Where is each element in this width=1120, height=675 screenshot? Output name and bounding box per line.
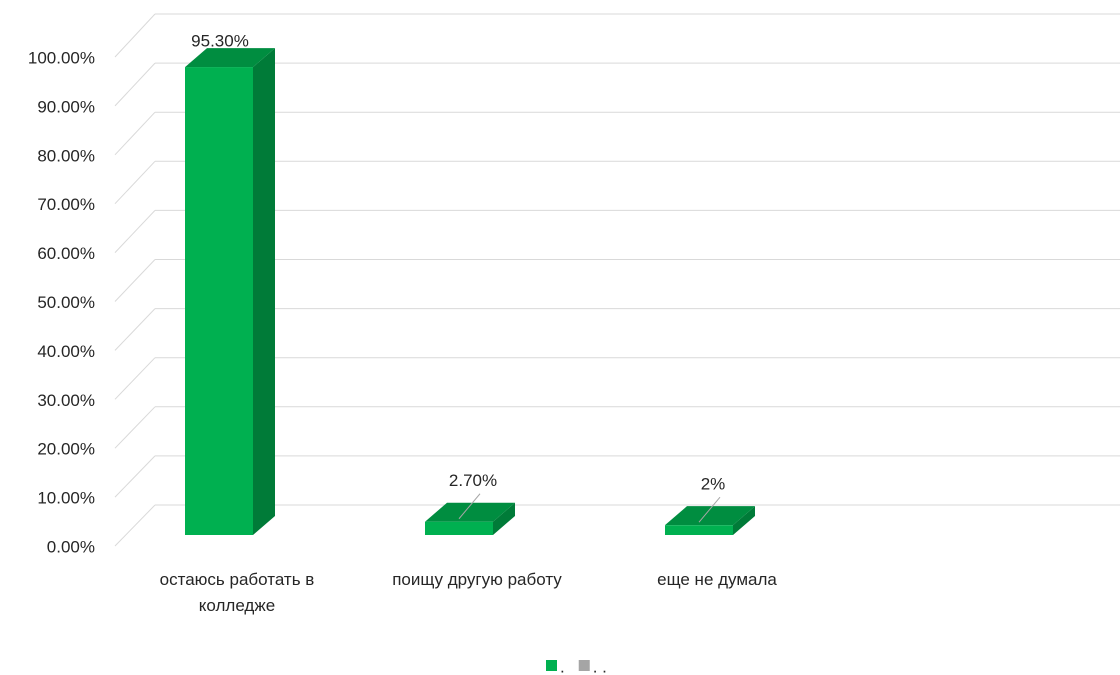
grid-line-side — [114, 504, 156, 547]
value-label: 95.30% — [191, 32, 249, 51]
legend-label: . . — [593, 657, 607, 675]
legend-label: . — [560, 657, 565, 675]
grid-line-side — [114, 455, 156, 498]
grid-line-side — [114, 259, 156, 302]
y-tick-label: 70.00% — [37, 195, 95, 214]
bar-side — [493, 502, 515, 535]
legend-swatch — [546, 660, 557, 671]
x-tick-label: поищу другую работу — [392, 570, 562, 589]
y-tick-label: 40.00% — [37, 342, 95, 361]
grid-line-side — [114, 13, 156, 58]
y-tick-label: 50.00% — [37, 293, 95, 312]
grid-line-side — [114, 406, 156, 449]
y-tick-label: 0.00% — [47, 537, 95, 556]
bar-side — [733, 506, 755, 535]
y-tick-label: 60.00% — [37, 244, 95, 263]
bar — [185, 67, 253, 536]
y-tick-label: 90.00% — [37, 97, 95, 116]
y-tick-label: 20.00% — [37, 440, 95, 459]
leader-line — [698, 496, 721, 523]
x-tick-label: еще не думала — [657, 570, 777, 589]
value-label: 2.70% — [449, 471, 497, 490]
bar-top — [425, 502, 515, 522]
grid-line-side — [114, 62, 156, 107]
leader-line — [458, 493, 481, 520]
x-tick-label: остаюсь работать в колледже — [159, 570, 315, 615]
y-tick-label: 100.00% — [28, 48, 95, 67]
bar-top — [665, 506, 755, 526]
grid-line-side — [114, 357, 156, 400]
grid-line-side — [114, 210, 156, 253]
bar — [665, 525, 733, 535]
y-tick-label: 80.00% — [37, 146, 95, 165]
bar-side — [253, 48, 275, 536]
legend-swatch — [578, 660, 590, 671]
bar — [425, 521, 493, 535]
y-tick-label: 10.00% — [37, 489, 95, 508]
grid-line-side — [114, 308, 156, 351]
y-tick-label: 30.00% — [37, 391, 95, 410]
value-label: 2% — [701, 475, 726, 494]
grid-line-side — [114, 160, 156, 205]
bar-top — [185, 48, 275, 68]
grid-line-side — [114, 111, 156, 156]
